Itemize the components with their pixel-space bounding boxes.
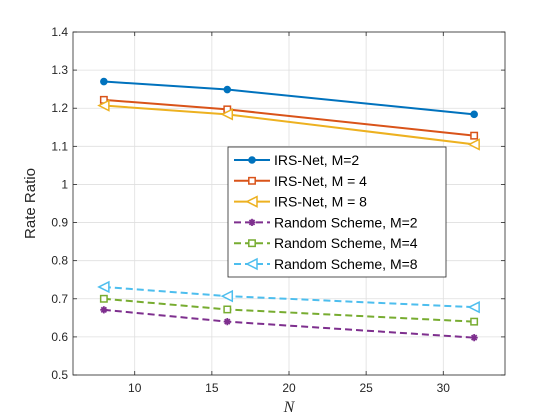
y-tick-label: 0.6	[51, 330, 68, 344]
legend-label: Random Scheme, M=8	[274, 256, 418, 272]
legend-label: IRS-Net, M=2	[274, 152, 359, 168]
legend-item: Random Scheme, M=2	[234, 214, 418, 230]
data-point	[97, 280, 110, 294]
x-tick-label: 20	[282, 381, 296, 395]
series-layer	[97, 77, 480, 342]
y-tick-label: 1.3	[51, 63, 68, 77]
data-point	[470, 317, 479, 326]
y-axis-label: Rate Ratio	[22, 168, 39, 239]
data-point	[99, 294, 108, 303]
y-tick-label: 0.8	[51, 254, 68, 268]
legend-label: Random Scheme, M=4	[274, 235, 418, 251]
data-point	[100, 77, 108, 86]
series-4	[100, 306, 478, 342]
y-tick-label: 1	[61, 177, 68, 191]
data-point	[467, 300, 480, 314]
legend-marker	[245, 195, 258, 208]
legend-item: IRS-Net, M=2	[234, 152, 359, 168]
legend-marker	[245, 257, 258, 271]
x-tick-label: 25	[359, 381, 373, 395]
data-point	[470, 110, 478, 119]
legend-box	[227, 146, 447, 278]
series-3	[97, 99, 480, 151]
legend-item: Random Scheme, M=8	[234, 256, 418, 272]
data-point	[223, 305, 232, 314]
series-5	[99, 294, 479, 326]
y-tick-label: 1.1	[51, 139, 68, 153]
y-tick-label: 1.4	[51, 25, 68, 39]
series-1	[100, 77, 478, 119]
legend-marker	[248, 156, 256, 164]
data-point	[100, 306, 108, 314]
legend: IRS-Net, M=2 IRS-Net, M = 4 IRS-Net, M = 8…	[227, 146, 447, 278]
legend-item: IRS-Net, M = 4	[234, 173, 367, 189]
data-point	[470, 334, 478, 342]
data-point	[97, 99, 110, 112]
y-tick-label: 0.7	[51, 292, 68, 306]
legend-marker	[248, 218, 256, 226]
legend-label: IRS-Net, M = 4	[274, 173, 367, 189]
data-point	[220, 289, 234, 303]
data-point	[223, 318, 231, 326]
legend-label: Random Scheme, M=2	[274, 214, 418, 230]
x-tick-label: 30	[437, 381, 451, 395]
y-tick-label: 0.5	[51, 368, 68, 382]
y-tick-label: 1.2	[51, 101, 68, 115]
legend-item: Random Scheme, M=4	[234, 235, 418, 251]
data-point	[220, 108, 234, 121]
legend-item: IRS-Net, M = 8	[234, 194, 367, 210]
legend-marker	[248, 239, 256, 248]
data-point	[467, 138, 480, 151]
data-point	[223, 85, 232, 94]
legend-marker	[248, 176, 256, 185]
data-point	[470, 131, 479, 140]
y-tick-label: 0.9	[51, 216, 68, 230]
series-6	[97, 280, 480, 314]
x-tick-label: 15	[205, 381, 219, 395]
axis-ticks: 10 15 20 25 30 0.5 0.6 0.7 0.8 0.9 1 1.1 1.2 1.3 1.4	[51, 25, 505, 395]
legend-label: IRS-Net, M = 8	[274, 194, 367, 210]
x-tick-label: 10	[128, 381, 142, 395]
x-axis-label: N	[283, 399, 296, 416]
